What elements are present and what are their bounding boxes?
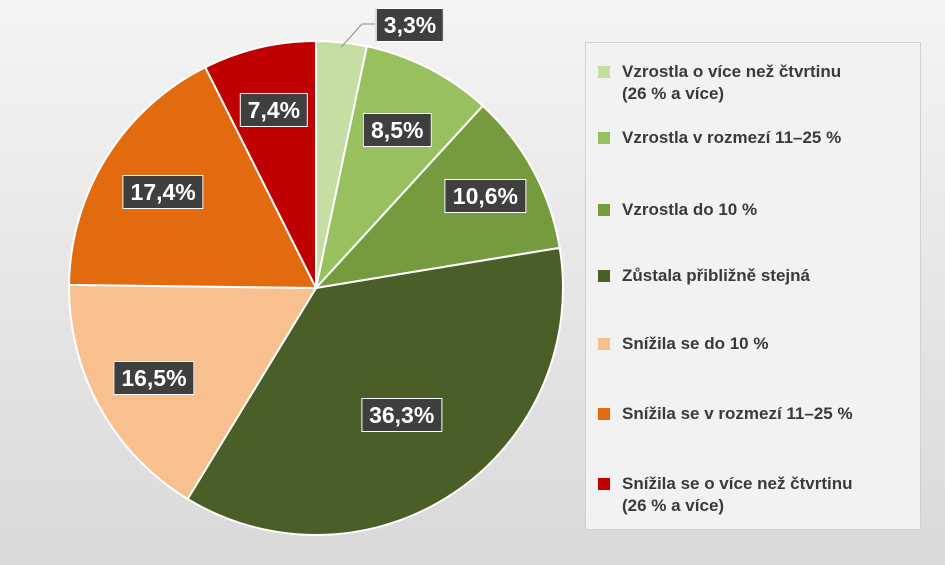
legend-swatch [598, 132, 610, 144]
pie-slice-2 [314, 45, 485, 292]
data-label-2: 8,5% [363, 112, 432, 147]
legend-label: Zůstala přibližně stejná [622, 266, 810, 285]
legend-swatch [598, 478, 610, 490]
pie-slice-4 [186, 246, 564, 536]
data-label-1: 3,3% [375, 8, 445, 42]
legend-swatch [598, 66, 610, 78]
legend-swatch [598, 270, 610, 282]
legend: Vzrostla o více než čtvrtinu (26 % a víc… [585, 42, 921, 530]
legend-label: Vzrostla v rozmezí 11–25 % [622, 128, 842, 147]
legend-label: Snížila se v rozmezí 11–25 % [622, 404, 853, 423]
leader-line [340, 23, 375, 48]
legend-label: Snížila se do 10 % [622, 334, 769, 353]
legend-swatch [598, 338, 610, 350]
legend-swatch [598, 204, 610, 216]
data-label-5: 16,5% [113, 360, 195, 395]
legend-label: Snížila se o více než čtvrtinu (26 % a v… [622, 474, 853, 515]
data-label-3: 10,6% [444, 179, 527, 214]
pie-slice-3 [313, 104, 561, 290]
data-label-4: 36,3% [361, 397, 443, 432]
legend-swatch [598, 408, 610, 420]
data-label-6: 17,4% [122, 175, 204, 210]
legend-label: Vzrostla do 10 % [622, 200, 758, 219]
legend-label: Vzrostla o více než čtvrtinu (26 % a víc… [622, 62, 842, 103]
data-label-7: 7,4% [239, 93, 309, 128]
